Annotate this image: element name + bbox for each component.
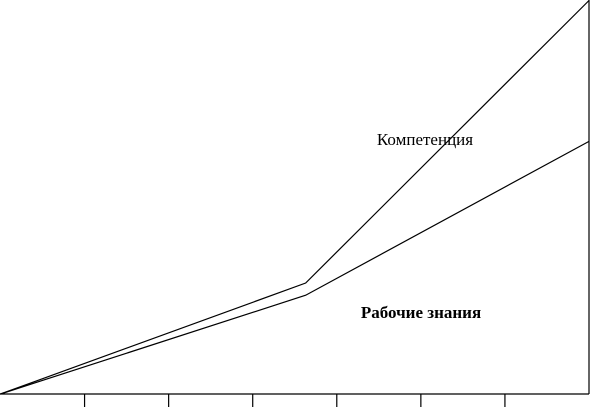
series-line bbox=[0, 140, 590, 395]
series-label: Компетенция bbox=[377, 130, 473, 149]
series-label: Рабочие знания bbox=[361, 303, 481, 322]
series-line bbox=[0, 0, 590, 395]
